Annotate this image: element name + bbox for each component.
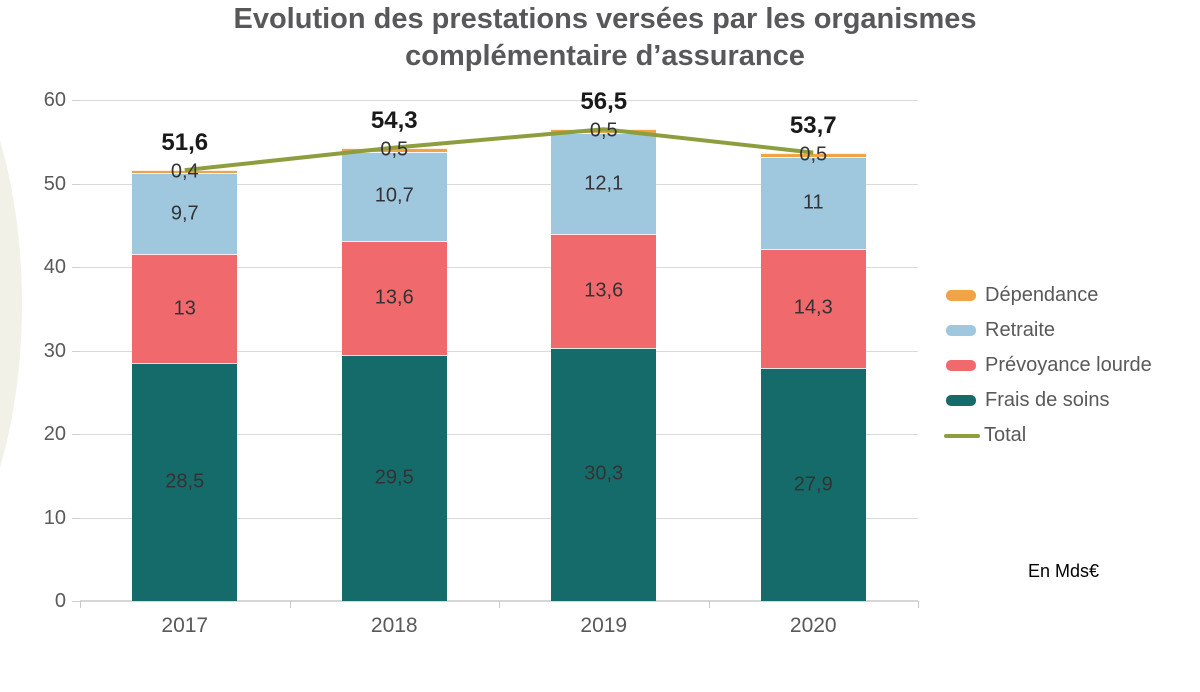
legend-item-total: Total — [944, 418, 1152, 453]
segment-value-label: 10,7 — [374, 184, 414, 207]
y-axis-label: 30 — [43, 339, 66, 362]
bar-segment-frais-de-soins-2017 — [132, 363, 238, 601]
x-axis-label-2017: 2017 — [161, 614, 209, 637]
segment-value-label: 0,4 — [170, 160, 199, 183]
gridline-y10 — [80, 517, 918, 519]
y-tick-mark — [72, 434, 80, 435]
segment-value-label: 13 — [173, 297, 196, 320]
y-tick-mark — [72, 517, 80, 519]
gridline-y60 — [80, 100, 918, 101]
legend-swatch-bar — [946, 290, 976, 301]
segment-value-label: 30,3 — [584, 462, 624, 485]
bar-segment-frais-de-soins-2019 — [551, 347, 657, 601]
x-tick-mark — [708, 601, 710, 608]
legend-item-retraite: Retraite — [946, 313, 1152, 348]
legend-item-dépendance: Dépendance — [946, 278, 1152, 313]
gridline-y20 — [80, 434, 918, 435]
segment-value-label: 13,6 — [584, 279, 624, 302]
y-tick-mark — [72, 601, 80, 602]
total-value-label: 51,6 — [161, 129, 209, 157]
legend-item-frais-de-soins: Frais de soins — [946, 383, 1152, 418]
segment-value-label: 0,5 — [589, 119, 618, 142]
y-tick-mark — [72, 350, 80, 352]
segment-value-label: 14,3 — [793, 296, 833, 319]
x-axis-label-2019: 2019 — [580, 614, 628, 637]
gridline-y40 — [80, 267, 918, 268]
segment-value-label: 0,5 — [799, 143, 828, 166]
chart-title: Evolution des prestations versées par le… — [50, 1, 1160, 75]
bar-segment-frais-de-soins-2018 — [341, 354, 447, 601]
x-tick-mark — [80, 601, 81, 608]
segment-value-label: 0,5 — [380, 138, 409, 161]
x-tick-mark — [499, 601, 500, 608]
units-note: En Mds€ — [1028, 561, 1100, 581]
legend-label: Retraite — [985, 319, 1056, 341]
bar-segment-retraite-2017 — [132, 173, 238, 255]
chart-legend: Dépendance Retraite Prévoyance lourde Frais… — [944, 278, 1152, 453]
chart-title-line2: complémentaire d’assurance — [405, 40, 805, 72]
bar-segment-frais-de-soins-2020 — [760, 368, 866, 601]
y-axis-label: 60 — [43, 89, 66, 111]
segment-value-label: 11 — [802, 191, 824, 214]
x-tick-mark — [289, 601, 291, 608]
legend-label: Total — [984, 424, 1027, 446]
x-tick-mark — [918, 601, 919, 608]
y-axis-label: 20 — [43, 423, 66, 445]
legend-item-prévoyance-lourde: Prévoyance lourde — [946, 348, 1152, 383]
bar-segment-prévoyance-lourde-2018 — [341, 241, 447, 355]
decorative-ellipse — [0, 0, 22, 610]
segment-value-label: 12,1 — [584, 172, 624, 195]
segment-value-label: 29,5 — [374, 466, 414, 489]
legend-swatch-bar — [946, 395, 976, 406]
total-value-label: 54,3 — [370, 106, 418, 134]
legend-label: Prévoyance lourde — [985, 354, 1152, 376]
y-axis-label: 40 — [43, 256, 66, 278]
y-axis-label: 10 — [43, 506, 66, 529]
total-value-label: 53,7 — [789, 111, 837, 139]
legend-label: Dépendance — [985, 284, 1099, 306]
legend-label: Frais de soins — [985, 389, 1110, 411]
y-axis-label: 0 — [54, 590, 66, 612]
y-tick-mark — [72, 183, 80, 185]
segment-value-label: 28,5 — [165, 470, 205, 493]
x-axis-label-2018: 2018 — [370, 614, 418, 637]
legend-swatch-bar — [946, 360, 976, 371]
y-axis-label: 50 — [43, 172, 66, 195]
gridline-y30 — [80, 350, 918, 352]
x-axis-label-2020: 2020 — [789, 614, 837, 637]
y-tick-mark — [72, 100, 80, 101]
segment-value-label: 13,6 — [374, 286, 414, 309]
gridline-y50 — [80, 183, 918, 185]
segment-value-label: 27,9 — [793, 473, 833, 496]
y-tick-mark — [72, 267, 80, 268]
chart-title-line1: Evolution des prestations versées par le… — [233, 3, 977, 35]
segment-value-label: 9,7 — [170, 202, 199, 225]
bar-segment-prévoyance-lourde-2017 — [132, 254, 238, 364]
total-value-label: 56,5 — [580, 88, 628, 116]
total-line — [184, 127, 814, 173]
bar-segment-prévoyance-lourde-2019 — [551, 234, 657, 348]
legend-swatch-bar — [946, 325, 976, 336]
bar-segment-prévoyance-lourde-2020 — [760, 248, 866, 369]
legend-swatch-line — [944, 433, 980, 438]
